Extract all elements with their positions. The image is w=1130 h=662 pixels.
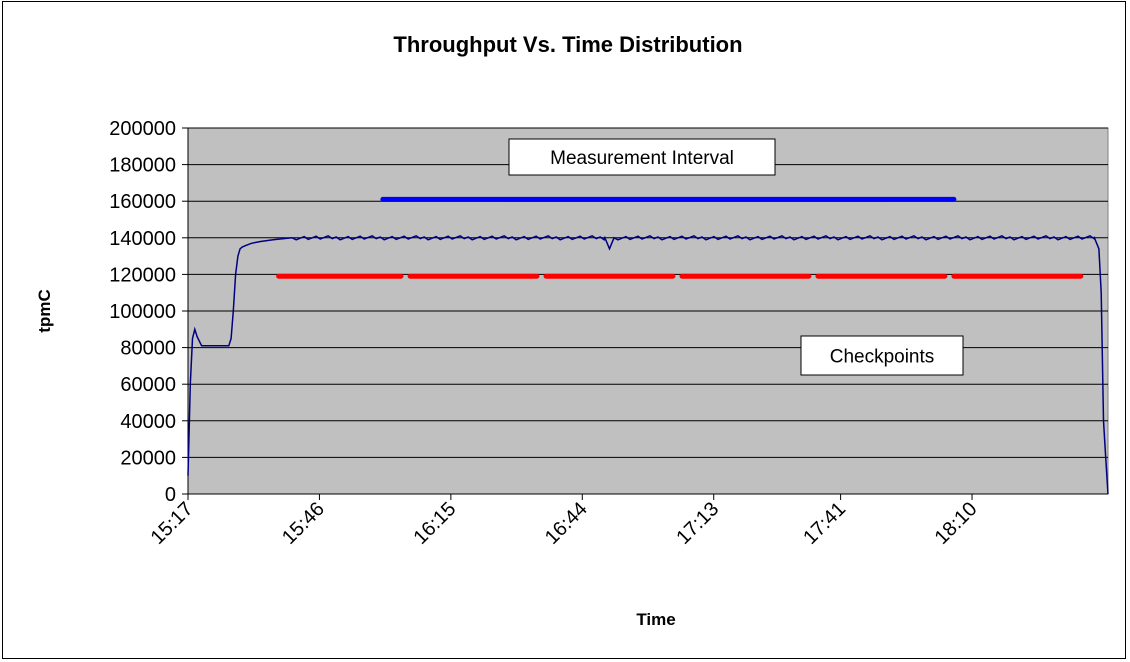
- x-tick-label: 17:13: [672, 498, 723, 549]
- y-tick-label: 200000: [109, 118, 176, 140]
- y-axis-label: tpmC: [35, 289, 54, 332]
- annotations: Measurement Interval Checkpoints: [276, 138, 1084, 376]
- x-tick-label: 16:15: [409, 498, 460, 549]
- y-tick-label: 180000: [109, 155, 176, 177]
- x-axis: 15:17 15:46 16:15 16:44 17:13 17:41 18:10: [147, 493, 1108, 549]
- y-tick-label: 80000: [120, 338, 176, 360]
- y-tick-label: 20000: [120, 447, 176, 469]
- measurement-interval-label: Measurement Interval: [508, 138, 776, 176]
- checkpoints-label-box: [800, 335, 964, 376]
- y-tick-label: 0: [165, 484, 176, 506]
- y-tick-label: 140000: [109, 228, 176, 250]
- chart-title: Throughput Vs. Time Distribution: [393, 32, 742, 57]
- y-tick-label: 100000: [109, 301, 176, 323]
- checkpoints-label: Checkpoints: [800, 335, 964, 376]
- y-tick-label: 40000: [120, 411, 176, 433]
- x-tick-label: 15:46: [278, 498, 329, 549]
- series-group: [187, 234, 1109, 495]
- y-tick-label: 120000: [109, 264, 176, 286]
- x-axis-label: Time: [636, 610, 675, 629]
- checkpoints-label-text: Checkpoints: [830, 347, 935, 368]
- x-tick-label: 18:10: [931, 498, 982, 549]
- measurement-interval-label-box: [508, 138, 776, 176]
- series-line-tpmc: [187, 234, 1109, 495]
- y-tick-label: 160000: [109, 191, 176, 213]
- x-tick-label: 17:41: [799, 498, 850, 549]
- y-axis: 0 20000 40000 60000 80000 100000 120000 140000 1…: [109, 118, 189, 506]
- y-tick-label: 60000: [120, 374, 176, 396]
- measurement-interval-label-text: Measurement Interval: [550, 148, 734, 169]
- x-tick-label: 16:44: [541, 498, 592, 549]
